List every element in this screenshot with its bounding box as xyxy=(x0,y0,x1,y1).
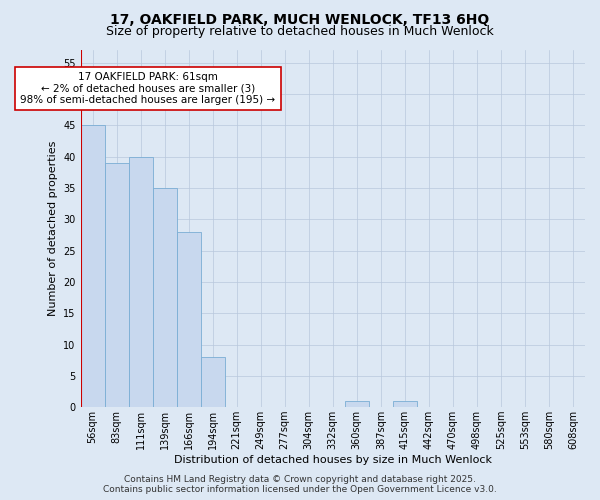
Text: Contains HM Land Registry data © Crown copyright and database right 2025.
Contai: Contains HM Land Registry data © Crown c… xyxy=(103,474,497,494)
Text: 17, OAKFIELD PARK, MUCH WENLOCK, TF13 6HQ: 17, OAKFIELD PARK, MUCH WENLOCK, TF13 6H… xyxy=(110,12,490,26)
Bar xyxy=(176,232,200,407)
Bar xyxy=(345,401,369,407)
Y-axis label: Number of detached properties: Number of detached properties xyxy=(47,141,58,316)
X-axis label: Distribution of detached houses by size in Much Wenlock: Distribution of detached houses by size … xyxy=(174,455,492,465)
Text: Size of property relative to detached houses in Much Wenlock: Size of property relative to detached ho… xyxy=(106,25,494,38)
Text: 17 OAKFIELD PARK: 61sqm
← 2% of detached houses are smaller (3)
98% of semi-deta: 17 OAKFIELD PARK: 61sqm ← 2% of detached… xyxy=(20,72,275,105)
Bar xyxy=(128,156,152,407)
Bar xyxy=(80,125,104,407)
Bar xyxy=(200,357,224,407)
Bar xyxy=(104,163,128,407)
Bar xyxy=(152,188,176,407)
Bar xyxy=(393,401,417,407)
